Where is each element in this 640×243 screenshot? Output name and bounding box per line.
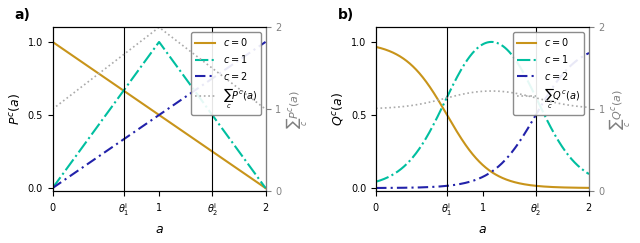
Y-axis label: $\sum_c Q^c(a)$: $\sum_c Q^c(a)$	[608, 89, 633, 130]
Text: a): a)	[14, 8, 30, 22]
Y-axis label: $Q^c(a)$: $Q^c(a)$	[330, 92, 346, 126]
Y-axis label: $P^c(a)$: $P^c(a)$	[7, 93, 22, 125]
X-axis label: $a$: $a$	[478, 223, 487, 236]
X-axis label: $a$: $a$	[155, 223, 163, 236]
Text: b): b)	[338, 8, 354, 22]
Y-axis label: $\sum_c P^c(a)$: $\sum_c P^c(a)$	[284, 90, 310, 129]
Legend: $c = 0$, $c = 1$, $c = 2$, $\sum_c Q^c(a)$: $c = 0$, $c = 1$, $c = 2$, $\sum_c Q^c(a…	[513, 32, 584, 114]
Legend: $c = 0$, $c = 1$, $c = 2$, $\sum_c P^c(a)$: $c = 0$, $c = 1$, $c = 2$, $\sum_c P^c(a…	[191, 32, 260, 114]
